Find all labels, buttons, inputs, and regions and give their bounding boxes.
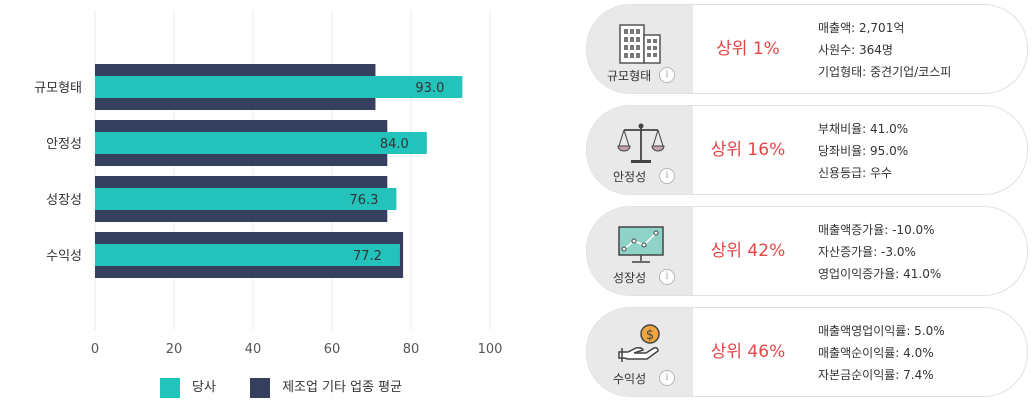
scale-icon: [617, 123, 665, 163]
x-tick-label: 100: [478, 342, 503, 357]
summary-card-profitability: $ 수익성 i 상위 46% 매출액영업이익률: 5.0% 매출액순이익률: 4…: [586, 307, 1028, 397]
info-icon[interactable]: i: [659, 370, 675, 386]
rank-value: 상위 42%: [710, 241, 786, 261]
detail-item: 영업이익증가율: 41.0%: [818, 267, 942, 281]
legend-swatch-industry: [250, 377, 271, 398]
detail-item: 부채비율: 41.0%: [818, 122, 909, 136]
category-label: 성장성: [46, 193, 82, 208]
bar-company: [95, 244, 400, 266]
detail-item: 신용등급: 우수: [818, 166, 893, 180]
detail-item: 사원수: 364명: [818, 43, 893, 57]
legend-swatch-company: [160, 377, 180, 398]
detail-item: 매출액: 2,701억: [818, 21, 905, 35]
x-tick-label: 80: [403, 342, 420, 357]
legend-label-company: 당사: [192, 380, 216, 395]
data-label: 93.0: [415, 81, 444, 96]
detail-item: 자산증가율: -3.0%: [818, 245, 916, 259]
card-category-label: 성장성: [613, 271, 647, 285]
bar-chart: 0 20 40 60 80 100 93.0 규모형태 84.0 안정성 76.3 성장성 77.2 수익…: [34, 10, 503, 357]
category-label: 안정성: [46, 137, 82, 152]
info-icon[interactable]: i: [659, 168, 675, 184]
info-icon[interactable]: i: [659, 67, 675, 83]
rank-value: 상위 16%: [710, 140, 786, 160]
category-label: 수익성: [46, 249, 82, 264]
x-tick-label: 20: [166, 342, 183, 357]
detail-item: 매출액순이익률: 4.0%: [818, 346, 934, 360]
coin-hand-icon: $: [618, 324, 660, 362]
bar-company: [95, 132, 427, 154]
buildings-icon: [619, 24, 661, 64]
card-details: 매출액: 2,701억 사원수: 364명 기업형태: 중견기업/코스피: [818, 17, 951, 83]
card-details: 매출액영업이익률: 5.0% 매출액순이익률: 4.0% 자본금순이익률: 7.…: [818, 320, 945, 386]
card-icon-panel: $ 수익성 i: [587, 308, 693, 396]
svg-text:$: $: [646, 328, 654, 343]
legend-item-industry[interactable]: 제조업 기타 업종 평균: [250, 377, 403, 398]
data-label: 77.2: [353, 249, 382, 264]
summary-card-growth: 성장성 i 상위 42% 매출액증가율: -10.0% 자산증가율: -3.0%…: [586, 206, 1028, 296]
x-tick-label: 40: [245, 342, 262, 357]
card-category-label: 수익성: [613, 372, 647, 386]
card-icon-panel: 성장성 i: [587, 207, 693, 295]
bar-company: [95, 76, 463, 98]
data-label: 84.0: [380, 137, 409, 152]
summary-card-scale: 규모형태 i 상위 1% 매출액: 2,701억 사원수: 364명 기업형태:…: [586, 4, 1028, 94]
card-icon-panel: 안정성 i: [587, 106, 693, 194]
bar-company: [95, 188, 397, 210]
detail-item: 매출액증가율: -10.0%: [818, 223, 935, 237]
info-icon[interactable]: i: [659, 269, 675, 285]
x-tick-label: 60: [324, 342, 341, 357]
card-icon-panel: 규모형태 i: [587, 5, 693, 93]
card-details: 매출액증가율: -10.0% 자산증가율: -3.0% 영업이익증가율: 41.…: [818, 219, 941, 285]
card-details: 부채비율: 41.0% 당좌비율: 95.0% 신용등급: 우수: [818, 118, 908, 184]
card-category-label: 규모형태: [607, 69, 652, 83]
rank-value: 상위 46%: [710, 342, 786, 362]
category-label: 규모형태: [34, 81, 82, 96]
data-label: 76.3: [349, 193, 378, 208]
x-tick-label: 0: [91, 342, 99, 357]
card-category-label: 안정성: [613, 170, 647, 184]
growth-monitor-icon: [618, 226, 664, 263]
summary-card-stability: 안정성 i 상위 16% 부채비율: 41.0% 당좌비율: 95.0% 신용등…: [586, 105, 1028, 195]
detail-item: 기업형태: 중견기업/코스피: [818, 65, 952, 79]
detail-item: 매출액영업이익률: 5.0%: [818, 324, 945, 338]
legend-label-industry: 제조업 기타 업종 평균: [282, 380, 403, 395]
detail-item: 자본금순이익률: 7.4%: [818, 368, 934, 382]
rank-value: 상위 1%: [716, 39, 780, 59]
legend-item-company[interactable]: 당사: [160, 377, 220, 398]
detail-item: 당좌비율: 95.0%: [818, 144, 909, 158]
legend: 당사 제조업 기타 업종 평균: [160, 376, 402, 398]
